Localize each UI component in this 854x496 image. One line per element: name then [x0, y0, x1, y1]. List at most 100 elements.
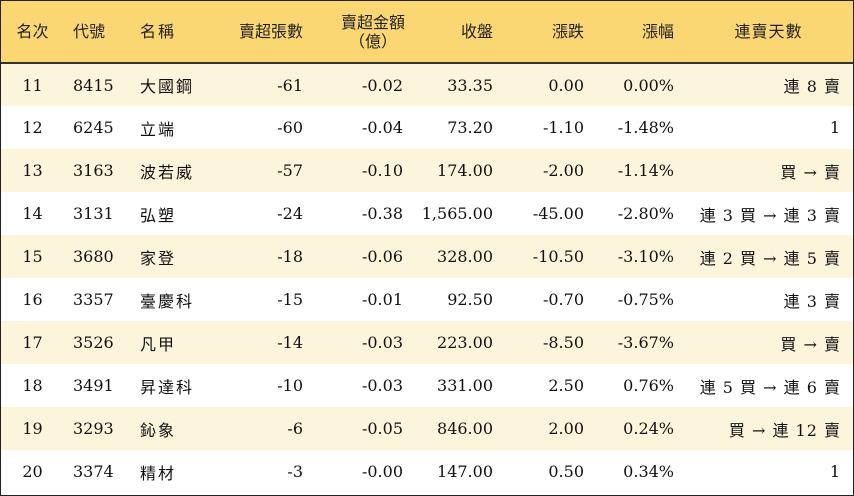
streak-cell: 買 → 賣 [780, 334, 841, 354]
table-header: 名次 代號 名稱 賣超張數 賣超金額 （億） 收盤 漲跌 漲幅 連賣天數 [1, 1, 853, 63]
change-cell: -2.00 [542, 161, 584, 180]
header-name: 名稱 [140, 22, 177, 41]
header-streak: 連賣天數 [734, 22, 803, 41]
streak-cell: 1 [829, 118, 841, 137]
streak-cell: 連 3 買 → 連 3 賣 [699, 205, 841, 225]
rank-cell: 12 [22, 118, 43, 137]
streak-cell: 買 → 賣 [780, 162, 841, 182]
header-close: 收盤 [460, 22, 493, 41]
close-cell: 846.00 [437, 419, 493, 438]
change-pct-cell: -0.75% [617, 290, 674, 309]
change-cell: -8.50 [542, 333, 584, 352]
close-cell: 174.00 [437, 161, 493, 180]
sell-lots-cell: -14 [277, 333, 303, 352]
name-cell: 鈊象 [140, 420, 177, 440]
rank-cell: 16 [22, 290, 43, 309]
table-row: 11 8415 大國鋼 -61 -0.02 33.35 0.00 0.00% 連 8 賣 [1, 63, 853, 106]
rank-cell: 13 [22, 161, 43, 180]
sell-lots-cell: -60 [277, 118, 303, 137]
streak-cell: 連 2 買 → 連 5 賣 [699, 248, 841, 268]
sell-amount-cell: -0.38 [361, 204, 403, 223]
change-pct-cell: -1.14% [617, 161, 674, 180]
change-cell: -45.00 [532, 204, 584, 223]
sell-amount-cell: -0.02 [361, 75, 403, 95]
code-cell: 3163 [73, 161, 114, 180]
change-cell: -10.50 [532, 247, 584, 266]
close-cell: 33.35 [447, 75, 493, 95]
name-cell: 臺慶科 [140, 291, 195, 311]
code-cell: 8415 [73, 75, 114, 95]
change-cell: 2.00 [548, 419, 584, 438]
header-sell-lots: 賣超張數 [238, 22, 303, 41]
rank-cell: 18 [22, 376, 43, 395]
change-pct-cell: -3.67% [617, 333, 674, 352]
name-cell: 波若威 [140, 162, 195, 182]
code-cell: 3374 [73, 462, 114, 481]
sell-lots-cell: -18 [277, 247, 303, 266]
close-cell: 92.50 [447, 290, 493, 309]
sell-amount-cell: -0.10 [361, 161, 403, 180]
change-cell: 2.50 [548, 376, 584, 395]
code-cell: 3357 [73, 290, 114, 309]
close-cell: 331.00 [437, 376, 493, 395]
header-change: 漲跌 [551, 22, 584, 41]
table-row: 20 3374 精材 -3 -0.00 147.00 0.50 0.34% 1 [1, 450, 853, 493]
sell-amount-cell: -0.06 [361, 247, 403, 266]
header-code: 代號 [73, 22, 106, 41]
name-cell: 立端 [140, 119, 177, 139]
streak-cell: 連 3 賣 [783, 291, 841, 311]
sell-lots-cell: -10 [277, 376, 303, 395]
code-cell: 3680 [73, 247, 114, 266]
code-cell: 3526 [73, 333, 114, 352]
header-sell-amount-line2: （億） [348, 31, 397, 51]
streak-cell: 連 5 買 → 連 6 賣 [699, 377, 841, 397]
change-cell: 0.50 [548, 462, 584, 481]
name-cell: 精材 [140, 463, 177, 483]
close-cell: 73.20 [447, 118, 493, 137]
change-cell: -1.10 [542, 118, 584, 137]
sell-amount-cell: -0.00 [361, 462, 403, 481]
sell-amount-cell: -0.03 [361, 376, 403, 395]
streak-cell: 連 8 賣 [783, 77, 841, 96]
code-cell: 3131 [73, 204, 114, 223]
sell-amount-cell: -0.04 [361, 118, 403, 137]
streak-cell: 1 [829, 462, 841, 481]
change-pct-cell: 0.76% [623, 376, 674, 395]
header-rank: 名次 [16, 22, 49, 41]
rank-cell: 20 [22, 462, 43, 481]
name-cell: 弘塑 [140, 205, 177, 225]
sell-amount-cell: -0.05 [361, 419, 403, 438]
table-row: 15 3680 家登 -18 -0.06 328.00 -10.50 -3.10% 連 2 買 … [1, 235, 853, 278]
table-row: 19 3293 鈊象 -6 -0.05 846.00 2.00 0.24% 買 → 連 12 賣 [1, 407, 853, 450]
header-change-pct: 漲幅 [641, 22, 674, 41]
sell-lots-cell: -61 [277, 75, 303, 95]
sell-lots-cell: -6 [287, 419, 303, 438]
sell-lots-cell: -3 [287, 462, 303, 481]
table-row: 14 3131 弘塑 -24 -0.38 1,565.00 -45.00 -2.80% 連 3 … [1, 192, 853, 235]
name-cell: 家登 [140, 248, 177, 268]
table-row: 13 3163 波若威 -57 -0.10 174.00 -2.00 -1.14% 買 → 賣 [1, 149, 853, 192]
header-sell-amount-line1: 賣超金額 [340, 12, 405, 32]
change-pct-cell: -3.10% [617, 247, 674, 266]
name-cell: 凡甲 [140, 334, 177, 354]
code-cell: 3491 [73, 376, 114, 395]
name-cell: 昇達科 [140, 377, 195, 397]
code-cell: 3293 [73, 419, 114, 438]
change-pct-cell: 0.34% [623, 462, 674, 481]
change-pct-cell: -1.48% [617, 118, 674, 137]
rank-cell: 17 [22, 333, 43, 352]
close-cell: 1,565.00 [421, 204, 493, 223]
change-cell: -0.70 [542, 290, 584, 309]
rank-cell: 14 [22, 204, 43, 223]
table-body: 11 8415 大國鋼 -61 -0.02 33.35 0.00 0.00% 連 8 賣 12 62… [1, 63, 853, 493]
table-row: 18 3491 昇達科 -10 -0.03 331.00 2.50 0.76% 連 5 買 → … [1, 364, 853, 407]
sell-lots-cell: -24 [277, 204, 303, 223]
header-row: 名次 代號 名稱 賣超張數 賣超金額 （億） 收盤 漲跌 漲幅 連賣天數 [1, 1, 853, 63]
rank-cell: 11 [22, 75, 43, 95]
rank-cell: 19 [22, 419, 43, 438]
change-pct-cell: -2.80% [617, 204, 674, 223]
sell-amount-cell: -0.03 [361, 333, 403, 352]
header-sell-amount: 賣超金額 （億） [313, 1, 413, 63]
